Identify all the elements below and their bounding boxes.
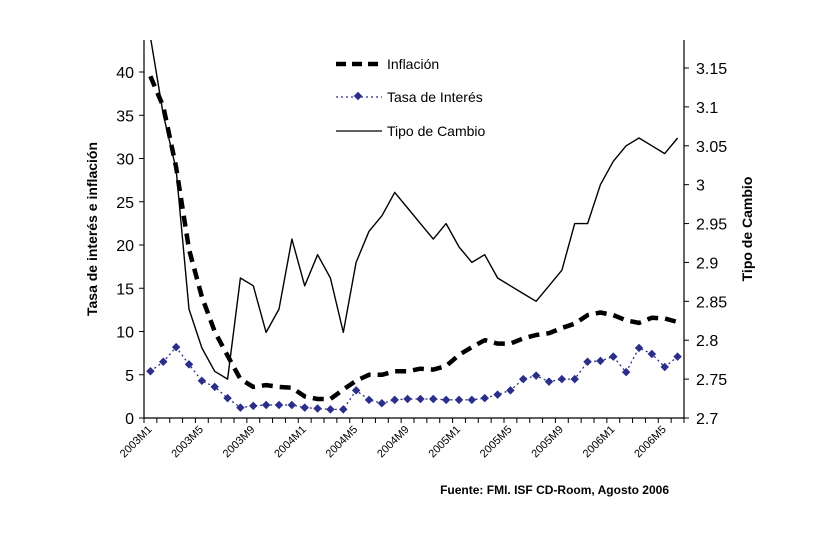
data-point-tasa — [184, 360, 194, 369]
y-tick-label-right: 3 — [696, 178, 705, 195]
data-point-tasa — [467, 395, 477, 405]
data-point-tasa — [544, 377, 554, 386]
y-tick-label-right: 2.95 — [696, 217, 727, 234]
data-point-tasa — [223, 393, 232, 403]
data-point-tasa — [531, 371, 541, 380]
data-point-tasa — [506, 386, 515, 395]
series-line-0 — [148, 75, 679, 402]
y-tick-label-left: 30 — [116, 152, 134, 169]
data-point-tasa — [596, 356, 605, 366]
data-point-tasa — [339, 405, 348, 414]
series-layer — [146, 40, 682, 414]
data-point-tasa — [557, 374, 567, 384]
y-axis-right-label: Tipo de Cambio — [739, 177, 755, 282]
data-point-tasa — [364, 395, 374, 405]
data-point-tasa — [441, 395, 451, 405]
y-tick-label-left: 10 — [116, 325, 134, 342]
data-point-tasa — [480, 393, 489, 403]
data-point-tasa — [570, 374, 579, 384]
data-point-tasa — [326, 405, 335, 414]
data-point-tasa — [583, 357, 592, 367]
data-point-tasa — [313, 404, 322, 413]
data-point-tasa — [377, 399, 387, 408]
data-point-tasa — [634, 343, 644, 353]
legend-marker-tasa — [353, 91, 363, 101]
source-note: Fuente: FMI. ISF CD-Room, Agosto 2006 — [440, 483, 669, 497]
x-tick-label: 2005M5 — [478, 424, 515, 461]
y-tick-label-right: 2.9 — [696, 255, 718, 272]
x-tick-label: 2003M5 — [169, 424, 206, 461]
data-point-tasa — [390, 395, 399, 405]
y-tick-label-left: 5 — [125, 368, 134, 385]
data-point-tasa — [300, 403, 309, 412]
data-point-tasa — [287, 400, 297, 410]
data-point-tasa — [261, 400, 271, 410]
legend: Inflación Tasa de Interés Tipo de Cambio — [336, 56, 486, 139]
y-axis-left-label: Tasa de interés e inflación — [84, 142, 100, 316]
x-tick-label: 2003M9 — [221, 424, 258, 461]
data-point-tasa — [236, 403, 245, 412]
x-tick-label: 2005M9 — [529, 424, 566, 461]
x-tick-label: 2003M1 — [118, 424, 155, 461]
data-point-tasa — [647, 349, 657, 359]
y-tick-label-right: 2.8 — [696, 333, 718, 350]
data-point-tasa — [274, 400, 284, 410]
legend-label-inflacion: Inflación — [387, 56, 439, 72]
data-point-tasa — [660, 362, 669, 372]
y-tick-label-right: 2.75 — [696, 372, 727, 389]
data-point-tasa — [146, 367, 155, 376]
y-tick-label-right: 3.05 — [696, 139, 727, 156]
series-line-2 — [150, 40, 679, 380]
legend-label-tasa: Tasa de Interés — [387, 89, 483, 105]
data-point-tasa — [609, 352, 618, 361]
data-point-tasa — [171, 342, 181, 352]
y-tick-label-right: 2.7 — [696, 411, 718, 428]
legend-label-tipo: Tipo de Cambio — [387, 123, 486, 139]
y-tick-label-right: 2.85 — [696, 294, 727, 311]
x-tick-label: 2006M1 — [581, 424, 618, 461]
data-point-tasa — [621, 367, 631, 377]
y-tick-label-left: 35 — [116, 108, 134, 125]
y-tick-label-left: 20 — [116, 238, 134, 255]
x-tick-label: 2004M9 — [375, 424, 412, 461]
data-point-tasa — [249, 401, 258, 411]
y-tick-label-left: 25 — [116, 195, 134, 212]
x-tick-label: 2004M5 — [324, 424, 361, 461]
y-tick-label-left: 15 — [116, 281, 134, 298]
y-tick-label-right: 3.1 — [696, 100, 718, 117]
x-tick-label: 2004M1 — [272, 424, 309, 461]
data-point-tasa — [454, 395, 464, 405]
data-point-tasa — [416, 394, 425, 404]
y-tick-label-right: 3.15 — [696, 61, 727, 78]
data-point-tasa — [351, 386, 361, 395]
y-tick-label-left: 0 — [125, 411, 134, 428]
x-tick-label: 2006M5 — [632, 424, 669, 461]
x-tick-label: 2005M1 — [427, 424, 464, 461]
y-tick-label-left: 40 — [116, 65, 134, 82]
data-point-tasa — [403, 394, 412, 404]
data-point-tasa — [519, 374, 528, 384]
data-point-tasa — [673, 352, 682, 361]
data-point-tasa — [197, 376, 207, 386]
data-point-tasa — [210, 382, 219, 392]
data-point-tasa — [493, 390, 502, 399]
data-point-tasa — [429, 394, 438, 404]
data-point-tasa — [159, 357, 168, 367]
